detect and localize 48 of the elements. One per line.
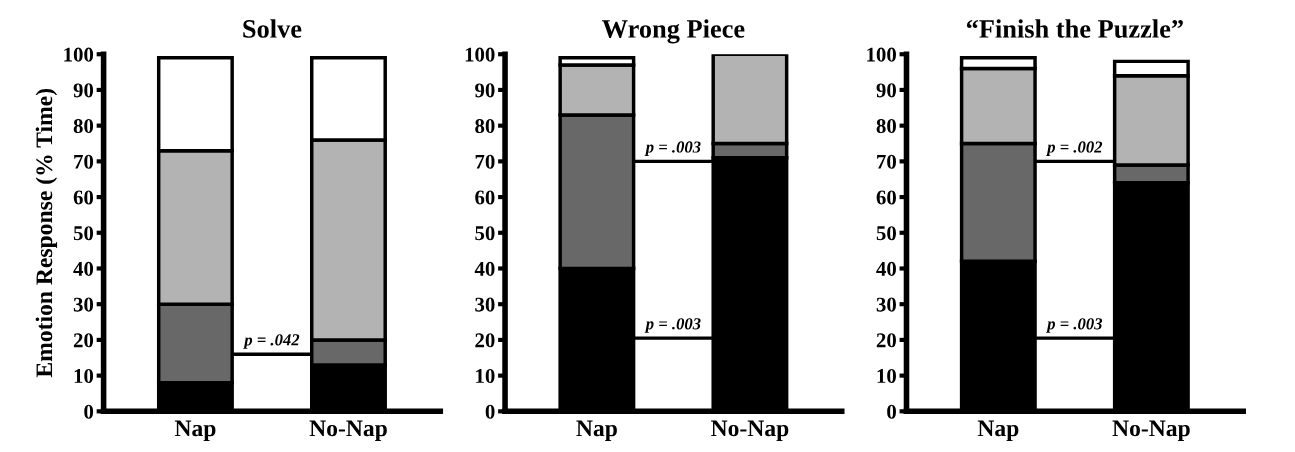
annotation: p = .003 bbox=[644, 318, 701, 333]
y-tick-label: 20 bbox=[475, 333, 495, 348]
y-tick-label: 90 bbox=[475, 83, 495, 98]
y-tick-label: 20 bbox=[73, 333, 94, 348]
y-tick-label: 70 bbox=[877, 154, 896, 169]
y-tick-label: 100 bbox=[465, 47, 495, 62]
y-tick-label: 30 bbox=[73, 297, 94, 312]
annotation: p = .003 bbox=[644, 141, 701, 157]
y-tick-label: 50 bbox=[475, 226, 495, 241]
chart-title: “Finish the Puzzle” bbox=[966, 19, 1183, 38]
y-tick-label: 40 bbox=[474, 261, 495, 276]
y-tick-label: 40 bbox=[73, 261, 94, 276]
y-tick-label: 0 bbox=[887, 404, 896, 419]
chart-title: Solve bbox=[243, 19, 302, 38]
y-tick-label: 90 bbox=[876, 83, 896, 98]
x-tick-label: No-Nap bbox=[1112, 420, 1190, 442]
y-tick-label: 40 bbox=[876, 261, 896, 276]
y-tick-label: 0 bbox=[485, 404, 495, 419]
y-tick-label: 80 bbox=[876, 119, 896, 134]
x-tick-label: No-Nap bbox=[309, 420, 387, 442]
chart-title: Wrong Piece bbox=[602, 19, 745, 44]
y-tick-label: 60 bbox=[475, 190, 495, 205]
y-tick-label: 10 bbox=[476, 368, 495, 384]
y-tick-label: 50 bbox=[876, 226, 896, 241]
y-tick-label: 100 bbox=[64, 47, 94, 62]
y-tick-label: 70 bbox=[74, 154, 94, 169]
y-tick-label: 10 bbox=[74, 368, 94, 384]
x-tick-label: Nap bbox=[977, 420, 1019, 442]
y-tick-label: 10 bbox=[877, 368, 896, 384]
annotation: p = .042 bbox=[243, 334, 300, 349]
annotation: p = .002 bbox=[1046, 141, 1103, 157]
y-tick-label: 20 bbox=[876, 333, 896, 348]
y-tick-label: 80 bbox=[73, 119, 94, 134]
y-tick-label: 50 bbox=[73, 226, 94, 241]
y-tick-label: 30 bbox=[876, 297, 896, 312]
y-tick-label: 80 bbox=[475, 119, 495, 134]
y-tick-label: 60 bbox=[73, 190, 94, 205]
x-tick-label: Nap bbox=[576, 420, 617, 442]
y-axis-title: Emotion Response (% Time) bbox=[35, 88, 58, 378]
y-tick-label: 30 bbox=[475, 297, 495, 312]
x-tick-label: No-Nap bbox=[711, 420, 789, 442]
y-tick-label: 70 bbox=[475, 154, 495, 169]
annotation: p = .003 bbox=[1046, 318, 1103, 333]
y-tick-label: 90 bbox=[73, 83, 94, 98]
y-tick-label: 0 bbox=[84, 404, 94, 419]
y-tick-label: 100 bbox=[867, 47, 896, 62]
x-tick-label: Nap bbox=[174, 420, 216, 442]
y-tick-label: 60 bbox=[876, 190, 896, 205]
